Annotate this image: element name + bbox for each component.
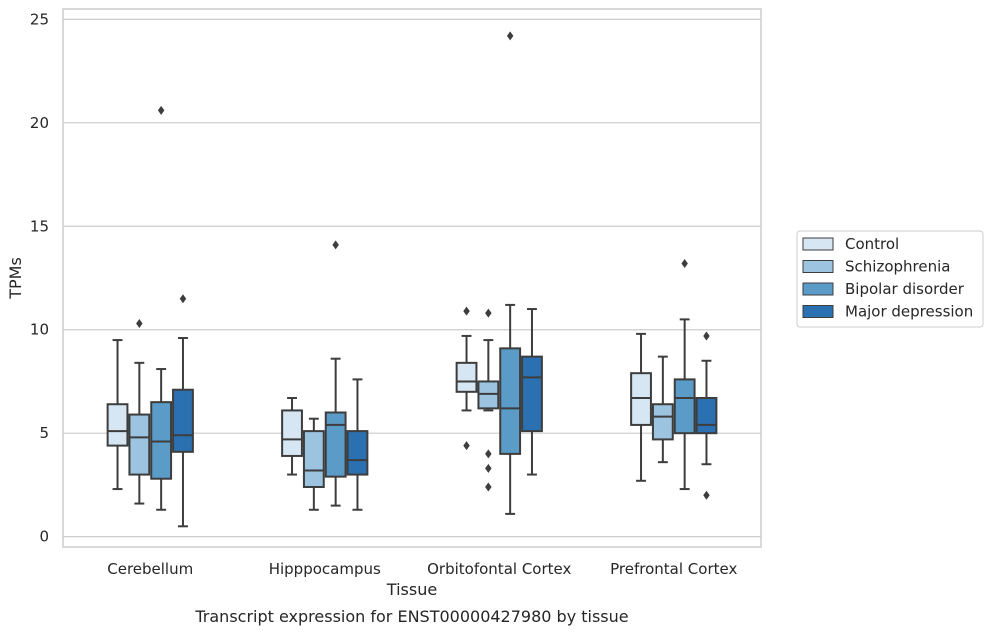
series-group [106, 306, 652, 491]
outlier-point [332, 240, 339, 250]
box [106, 403, 129, 447]
box [695, 397, 718, 435]
y-tick-label: 20 [30, 114, 49, 132]
outlier-point [485, 449, 492, 459]
y-axis-label: TPMs [6, 257, 25, 300]
outlier-point [506, 31, 514, 41]
outlier-point [179, 294, 187, 304]
series-group [150, 31, 696, 515]
series-group [172, 294, 718, 528]
box [150, 401, 173, 480]
box [281, 409, 303, 457]
y-tick-label: 10 [30, 321, 49, 339]
legend-swatch [802, 282, 834, 296]
box [521, 355, 543, 433]
outlier-point [681, 259, 688, 269]
series-group [128, 308, 674, 511]
x-tick-label: Orbitofontal Cortex [427, 560, 571, 578]
legend-swatch [802, 305, 834, 318]
x-tick-label: Hipppocampus [269, 560, 381, 578]
x-axis-label: Tissue [386, 580, 437, 599]
box [346, 430, 369, 476]
legend-label: Major depression [845, 303, 973, 321]
box [651, 403, 674, 441]
box [324, 411, 347, 478]
y-tick-label: 15 [30, 217, 49, 235]
box [477, 380, 500, 410]
box [499, 347, 522, 455]
outlier-point [485, 482, 492, 492]
outlier-point [485, 463, 492, 473]
y-axis-ticks: 0 5 10 15 20 25 [30, 10, 49, 545]
box-series [106, 31, 718, 528]
y-tick-label: 0 [39, 528, 49, 546]
outlier-point [703, 331, 710, 341]
outlier-point [136, 319, 143, 329]
box [455, 361, 478, 393]
legend-frame [796, 230, 984, 328]
chart-caption: Transcript expression for ENST0000042798… [194, 607, 628, 626]
x-tick-label: Cerebellum [107, 560, 193, 578]
x-axis-ticks: Cerebellum Hipppocampus Orbitofontal Corte… [107, 560, 737, 578]
legend: Control Schizophrenia Bipolar disorder Majo… [796, 230, 984, 328]
outlier-point [463, 306, 470, 316]
outlier-point [703, 490, 710, 500]
outlier-point [485, 308, 492, 318]
legend-label: Schizophrenia [845, 258, 950, 276]
outlier-point [463, 441, 470, 451]
x-tick-label: Prefrontal Cortex [610, 560, 737, 578]
box [302, 430, 325, 488]
box [673, 378, 696, 435]
y-tick-label: 5 [39, 424, 49, 442]
box [630, 372, 652, 426]
y-tick-label: 25 [30, 10, 49, 28]
legend-swatch [802, 260, 834, 273]
box [128, 413, 151, 476]
plot-area [62, 8, 762, 548]
outlier-point [157, 105, 165, 115]
box [172, 388, 194, 453]
legend-label: Control [845, 235, 899, 253]
legend-swatch [802, 237, 834, 251]
legend-label: Bipolar disorder [845, 280, 965, 298]
